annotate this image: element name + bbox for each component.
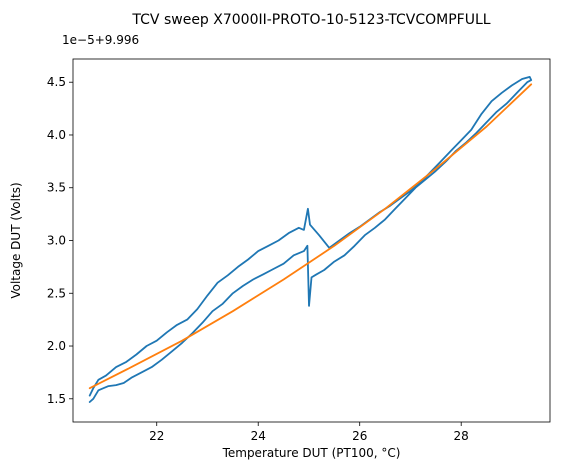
x-tick-label: 26 bbox=[352, 429, 367, 443]
series-layer bbox=[88, 76, 533, 403]
x-tick-label: 24 bbox=[251, 429, 266, 443]
y-tick-label: 4.5 bbox=[47, 75, 66, 89]
x-tick-label: 28 bbox=[454, 429, 469, 443]
y-tick-label: 3.5 bbox=[47, 181, 66, 195]
y-tick-label: 2.0 bbox=[47, 339, 66, 353]
chart-title: TCV sweep X7000II-PROTO-10-5123-TCVCOMPF… bbox=[131, 12, 490, 28]
plot-frame bbox=[72, 58, 551, 423]
x-axis-label: Temperature DUT (PT100, °C) bbox=[222, 446, 401, 460]
y-tick-label: 4.0 bbox=[47, 128, 66, 142]
y-tick-label: 2.5 bbox=[47, 286, 66, 300]
y-tick-label: 1.5 bbox=[47, 392, 66, 406]
x-tick-label: 22 bbox=[149, 429, 164, 443]
y-axis-offset-label: 1e−5+9.996 bbox=[62, 33, 139, 47]
series-1-line bbox=[88, 76, 533, 403]
series-2-line bbox=[88, 83, 533, 390]
y-axis-label: Voltage DUT (Volts) bbox=[9, 182, 23, 298]
y-tick-label: 3.0 bbox=[47, 234, 66, 248]
axes-layer: 22 24 26 28 1.5 2.0 2.5 3.0 3.5 4.0 4.5 bbox=[47, 58, 551, 443]
